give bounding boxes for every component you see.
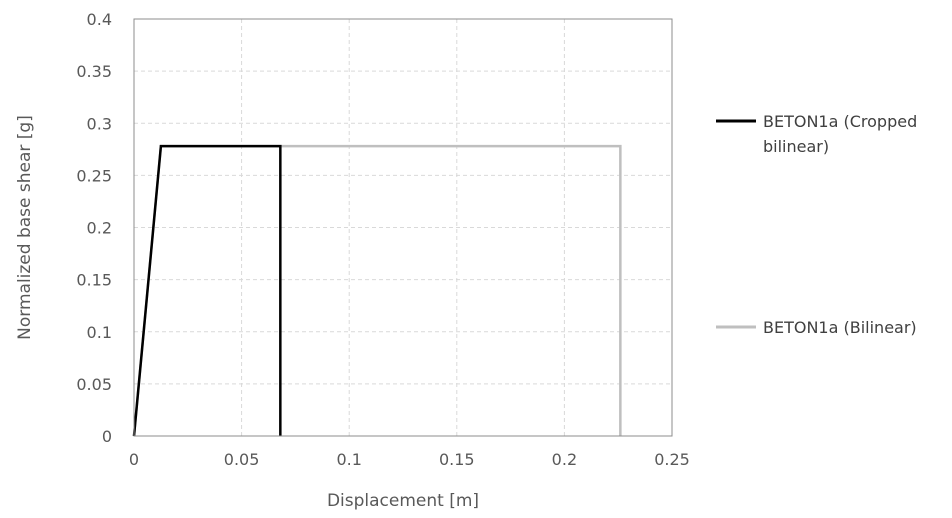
legend-label: BETON1a (Bilinear) (763, 318, 917, 337)
y-tick-label: 0.3 (87, 114, 112, 133)
x-tick-label: 0.05 (224, 450, 260, 469)
series-layer (132, 144, 622, 437)
x-tick-label: 0.2 (552, 450, 577, 469)
x-axis-title: Displacement [m] (327, 491, 479, 511)
y-tick-label: 0.15 (76, 271, 112, 290)
y-tick-label: 0.25 (76, 166, 112, 185)
y-tick-label: 0.35 (76, 62, 112, 81)
y-axis-ticks: 0 0.05 0.1 0.15 0.2 0.25 0.3 0.35 0.4 (76, 10, 112, 446)
y-tick-label: 0.2 (87, 219, 112, 238)
legend-label: BETON1a (Cropped (763, 112, 917, 131)
x-tick-label: 0 (129, 450, 139, 469)
y-tick-label: 0.4 (87, 10, 112, 29)
y-tick-label: 0.1 (87, 323, 112, 342)
series-line (132, 144, 622, 437)
y-tick-label: 0 (102, 427, 112, 446)
x-tick-label: 0.15 (439, 450, 475, 469)
y-axis-title: Normalized base shear [g] (15, 115, 35, 340)
x-tick-label: 0.1 (336, 450, 361, 469)
y-tick-label: 0.05 (76, 375, 112, 394)
grid (134, 19, 672, 436)
x-tick-label: 0.25 (654, 450, 690, 469)
legend-label: bilinear) (763, 137, 829, 156)
plot-area-frame (133, 18, 673, 437)
series-line (132, 144, 282, 437)
legend: BETON1a (Cropped bilinear) BETON1a (Biline… (716, 112, 917, 337)
x-axis-ticks: 0 0.05 0.1 0.15 0.2 0.25 (129, 450, 690, 469)
